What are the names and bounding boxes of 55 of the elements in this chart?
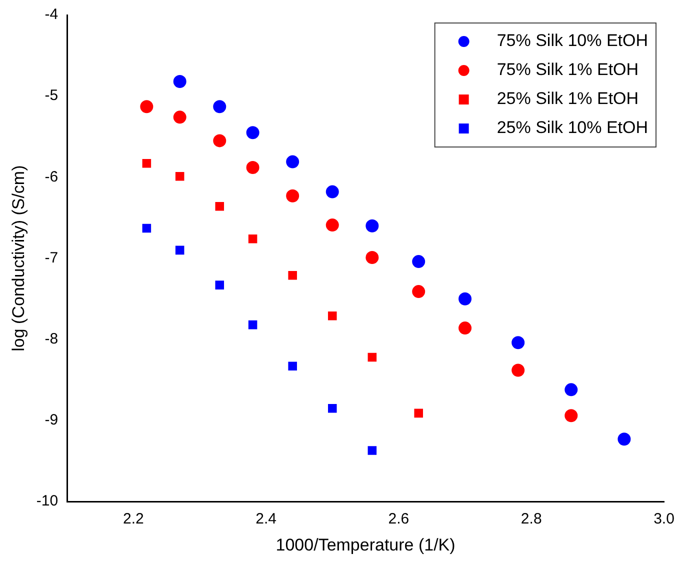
point — [215, 280, 224, 290]
point — [326, 185, 339, 198]
point — [213, 100, 226, 114]
point — [512, 364, 525, 377]
y-tick-label: -7 — [44, 249, 58, 266]
x-tick-label: 2.6 — [388, 510, 410, 528]
point — [173, 75, 186, 88]
legend-label: 75% Silk 10% EtOH — [496, 31, 648, 50]
point — [564, 409, 578, 422]
point — [246, 160, 260, 174]
point — [288, 270, 297, 280]
point — [512, 336, 525, 350]
point — [142, 224, 152, 233]
y-tick-label: -9 — [44, 412, 58, 429]
x-tick-label: 2.4 — [256, 510, 276, 528]
x-tick-label: 3.0 — [654, 510, 674, 528]
y-tick-label: -6 — [44, 168, 58, 186]
point — [366, 250, 379, 264]
y-tick-label: -5 — [44, 87, 58, 104]
point — [412, 255, 426, 268]
point — [173, 110, 186, 124]
point — [368, 352, 377, 362]
legend-label: 75% Silk 1% EtOH — [496, 60, 639, 80]
point — [564, 383, 578, 396]
point — [246, 126, 260, 140]
point — [175, 172, 184, 181]
point — [458, 322, 472, 335]
point — [288, 362, 297, 371]
point — [368, 446, 377, 455]
point — [328, 311, 337, 320]
y-tick-label: -10 — [36, 492, 58, 510]
x-tick-label: 2.8 — [520, 510, 542, 528]
point — [286, 189, 300, 202]
x-axis-title: 1000/Temperature (1/K) — [276, 535, 456, 554]
point — [248, 320, 258, 330]
point — [142, 159, 152, 168]
point — [215, 202, 224, 211]
y-tick-label: -8 — [44, 330, 58, 348]
point — [414, 408, 423, 418]
point — [140, 100, 154, 114]
x-tick-label: 2.2 — [122, 510, 144, 528]
point — [458, 292, 472, 306]
point — [175, 246, 184, 255]
point — [213, 134, 226, 148]
point — [286, 155, 300, 168]
y-tick-label: -4 — [44, 6, 58, 24]
y-axis-title: log (Conductivity) (S/cm) — [8, 165, 28, 352]
point — [248, 234, 258, 244]
legend-label: 25% Silk 10% EtOH — [496, 118, 648, 138]
point — [326, 218, 339, 232]
point — [412, 285, 426, 298]
point — [618, 432, 631, 446]
point — [328, 404, 337, 413]
legend-label: 25% Silk 1% EtOH — [496, 89, 639, 108]
point — [366, 219, 379, 232]
